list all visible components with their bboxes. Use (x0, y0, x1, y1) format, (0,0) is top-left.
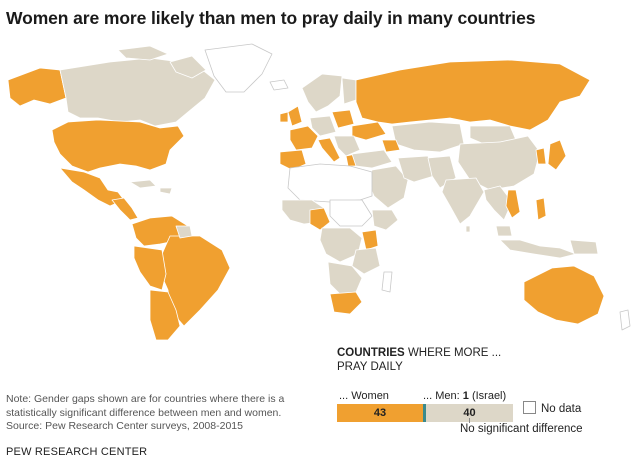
region-mainland-sea (483, 185, 513, 221)
region-iran (397, 155, 435, 183)
region-indonesia (499, 239, 577, 259)
region-india (441, 177, 485, 225)
region-ireland (279, 111, 289, 123)
region-chile-argentina (149, 289, 181, 340)
region-philippines (535, 197, 547, 221)
legend: COUNTRIES WHERE MORE ... PRAY DAILY ... … (337, 346, 637, 435)
region-arctic-islands (117, 45, 169, 61)
region-sahel-east (329, 199, 373, 227)
region-north-africa (287, 163, 373, 203)
legend-no-difference-label: No significant difference (460, 423, 583, 435)
legend-tick (469, 418, 470, 423)
no-data-label: No data (541, 403, 582, 415)
world-map (7, 43, 631, 340)
region-central-africa (319, 227, 363, 263)
region-canada (59, 57, 216, 127)
region-hispaniola (159, 187, 173, 195)
legend-women-label: ... Women (339, 390, 389, 402)
region-horn (371, 209, 399, 231)
region-china (457, 135, 541, 191)
legend-men-prefix: ... Men: (423, 390, 460, 402)
region-iceland (269, 79, 289, 91)
region-guyana (175, 225, 193, 239)
region-sri-lanka (465, 225, 471, 233)
region-baffin (169, 55, 207, 79)
region-france (289, 125, 319, 151)
region-turkey (351, 149, 393, 169)
region-new-zealand (619, 309, 631, 331)
region-russia (355, 59, 591, 131)
region-kazakhstan (391, 121, 465, 153)
region-balkans (333, 135, 361, 157)
region-south-africa (329, 291, 363, 315)
legend-heading: COUNTRIES WHERE MORE ... (337, 346, 637, 360)
region-ukraine (351, 121, 387, 141)
region-finland (341, 77, 357, 105)
legend-category-labels: ... Women ... Men: 1 (Israel) (337, 388, 637, 404)
region-malaysia (495, 225, 513, 237)
region-korea (535, 147, 547, 165)
legend-no-data: No data (523, 401, 581, 415)
legend-men-label: ... Men: 1 (Israel) (423, 390, 506, 402)
region-japan (547, 139, 567, 171)
legend-men-suffix: (Israel) (471, 390, 507, 402)
region-east-africa (351, 247, 381, 275)
region-vietnam (505, 189, 521, 219)
page-title: Women are more likely than men to pray d… (6, 8, 536, 28)
note-text: Note: Gender gaps shown are for countrie… (6, 393, 285, 419)
source-text: Source: Pew Research Center surveys, 200… (6, 420, 243, 432)
legend-bar-men (423, 404, 426, 422)
region-germany-central (309, 115, 337, 137)
footer-brand: PEW RESEARCH CENTER (6, 446, 148, 458)
region-alaska (7, 67, 67, 107)
legend-heading-rest: WHERE MORE ... (407, 347, 502, 359)
region-australia (523, 265, 605, 325)
region-nigeria (309, 207, 331, 231)
region-cuba (129, 179, 157, 189)
region-madagascar (381, 271, 393, 293)
region-papua (569, 239, 599, 255)
legend-bar-no-difference: 40 (426, 404, 513, 422)
region-poland (331, 109, 355, 129)
no-data-swatch (523, 401, 536, 414)
legend-bar: 43 40 (337, 404, 513, 422)
region-greenland (204, 43, 273, 93)
region-caucasus (381, 139, 401, 153)
legend-men-count: 1 (462, 390, 469, 402)
region-peru-bolivia (133, 245, 167, 291)
legend-bar-women: 43 (337, 404, 423, 422)
note-block: Note: Gender gaps shown are for countrie… (6, 393, 326, 434)
legend-heading-sub: PRAY DAILY (337, 361, 403, 373)
region-kenya (361, 229, 379, 251)
legend-heading-bold: COUNTRIES (337, 347, 405, 359)
region-norway-sweden (301, 73, 343, 113)
region-central-america (111, 197, 139, 221)
region-usa (51, 119, 185, 173)
region-italy (317, 137, 341, 163)
region-uk (287, 105, 303, 127)
